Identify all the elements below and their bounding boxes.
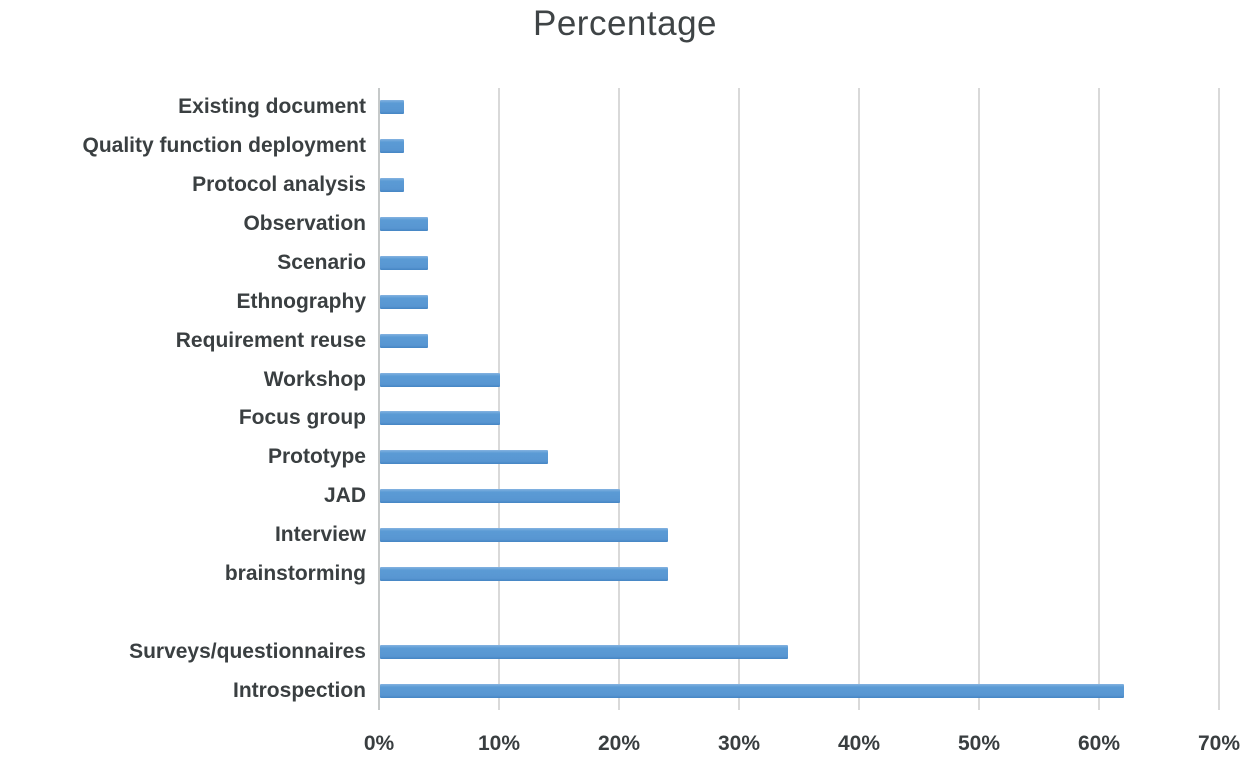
bar xyxy=(380,411,500,426)
x-tick-label: 30% xyxy=(717,732,761,755)
bar xyxy=(380,566,668,581)
category-label: Existing document xyxy=(178,95,366,119)
category-label: Surveys/questionnaires xyxy=(129,639,366,663)
x-tick-label: 50% xyxy=(957,732,1001,755)
bar xyxy=(380,489,620,504)
category-label: Scenario xyxy=(277,250,366,274)
bar xyxy=(380,100,404,115)
bar xyxy=(380,217,428,232)
x-tick-label: 40% xyxy=(837,732,881,755)
gridline xyxy=(738,88,740,710)
x-tick-label: 20% xyxy=(597,732,641,755)
bar xyxy=(380,139,404,154)
gridline xyxy=(858,88,860,710)
category-label: Interview xyxy=(274,523,366,547)
category-label: brainstorming xyxy=(224,561,366,585)
gridline xyxy=(498,88,500,710)
category-label: Protocol analysis xyxy=(192,173,366,197)
category-label: Workshop xyxy=(263,367,366,391)
category-label: JAD xyxy=(323,484,366,508)
bar xyxy=(380,528,668,543)
y-axis-line xyxy=(378,88,380,710)
x-tick-label: 70% xyxy=(1197,732,1241,755)
bar xyxy=(380,255,428,270)
chart-title: Percentage xyxy=(532,4,718,43)
gridline xyxy=(618,88,620,710)
bar xyxy=(380,294,428,309)
category-label: Quality function deployment xyxy=(82,134,366,158)
gridline xyxy=(1098,88,1100,710)
bar xyxy=(380,178,404,193)
x-tick-label: 10% xyxy=(477,732,521,755)
bar xyxy=(380,333,428,348)
gridline xyxy=(978,88,980,710)
category-label: Observation xyxy=(243,212,366,236)
category-label: Requirement reuse xyxy=(175,328,366,352)
category-label: Introspection xyxy=(232,678,366,702)
category-label: Focus group xyxy=(238,406,366,430)
bar xyxy=(380,683,1124,698)
category-label: Prototype xyxy=(267,445,366,469)
bar xyxy=(380,644,788,659)
category-label: Ethnography xyxy=(236,289,367,313)
gridline xyxy=(1218,88,1220,710)
x-tick-label: 0% xyxy=(363,732,395,755)
bar xyxy=(380,450,548,465)
x-tick-label: 60% xyxy=(1077,732,1121,755)
bar xyxy=(380,372,500,387)
